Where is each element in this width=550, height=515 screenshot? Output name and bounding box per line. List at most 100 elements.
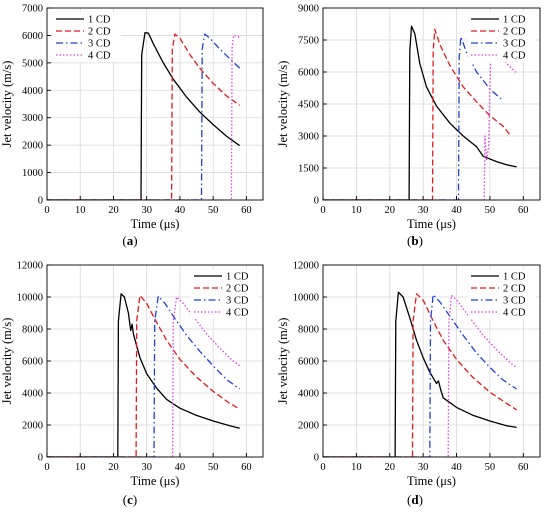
x-tick-label: 40 — [451, 205, 462, 216]
y-tick-label: 10000 — [293, 293, 319, 304]
panel-caption: (b) — [407, 233, 423, 248]
y-tick-label: 0 — [38, 453, 43, 464]
x-axis-label: Time (μs) — [131, 474, 180, 488]
legend-label-1: 1 CD — [88, 15, 111, 26]
y-tick-label: 12000 — [293, 261, 319, 272]
series-line-4 — [47, 34, 241, 200]
y-tick-label: 4500 — [298, 100, 319, 111]
legend-label-4: 4 CD — [503, 51, 526, 62]
x-axis-label: Time (μs) — [407, 474, 456, 488]
y-axis-label: Jet velocity (m/s) — [0, 318, 14, 405]
x-tick-label: 30 — [141, 205, 152, 216]
y-tick-label: 3000 — [22, 113, 43, 124]
x-tick-label: 60 — [241, 205, 252, 216]
y-tick-label: 4000 — [22, 389, 43, 400]
y-tick-label: 1000 — [22, 168, 43, 179]
x-tick-label: 50 — [208, 462, 219, 473]
legend-label-3: 3 CD — [226, 296, 249, 307]
x-axis-label: Time (μs) — [131, 217, 180, 231]
legend-label-4: 4 CD — [503, 308, 526, 319]
y-tick-label: 12000 — [17, 261, 43, 272]
x-tick-label: 10 — [351, 462, 362, 473]
legend-box — [468, 12, 536, 62]
y-tick-label: 0 — [38, 196, 43, 207]
x-tick-label: 30 — [141, 462, 152, 473]
x-tick-label: 40 — [451, 462, 462, 473]
y-tick-label: 8000 — [298, 325, 319, 336]
x-tick-label: 20 — [385, 205, 396, 216]
x-tick-label: 40 — [175, 205, 186, 216]
x-tick-label: 0 — [44, 462, 49, 473]
axes-frame — [46, 7, 264, 201]
series-line-2 — [47, 33, 241, 200]
legend: 1 CD2 CD3 CD4 CD — [468, 12, 536, 62]
y-tick-label: 6000 — [298, 68, 319, 79]
y-tick-label: 3000 — [298, 132, 319, 143]
x-tick-label: 30 — [418, 462, 429, 473]
legend-label-4: 4 CD — [226, 308, 249, 319]
y-tick-label: 0 — [314, 453, 319, 464]
series-line-1 — [323, 291, 517, 457]
series-line-3 — [323, 36, 504, 200]
x-tick-label: 20 — [108, 462, 119, 473]
x-tick-label: 10 — [351, 205, 362, 216]
y-tick-label: 1500 — [298, 164, 319, 175]
y-tick-label: 2000 — [298, 421, 319, 432]
x-tick-label: 50 — [208, 205, 219, 216]
panel-caption-letter: c — [127, 492, 133, 507]
chart-panel-a: 0 10 20 30 40 50 60 0 1000 2000 3000 4000 5000 6000 70… — [0, 4, 264, 248]
x-tick-label: 0 — [320, 205, 325, 216]
y-axis-label: Jet velocity (m/s) — [276, 318, 290, 405]
panel-caption-letter: d — [411, 492, 419, 507]
x-tick-label: 30 — [418, 205, 429, 216]
y-tick-label: 10000 — [17, 293, 43, 304]
legend-label-3: 3 CD — [88, 39, 111, 50]
series-line-1 — [47, 32, 241, 200]
series-line-4 — [47, 296, 241, 457]
legend-label-4: 4 CD — [88, 51, 111, 62]
legend-label-1: 1 CD — [503, 15, 526, 26]
chart-panel-b: 0 10 20 30 40 50 60 0 1500 3000 4500 6000 7500 9000 Ti… — [276, 4, 541, 248]
y-tick-label: 6000 — [22, 357, 43, 368]
x-tick-label: 20 — [385, 462, 396, 473]
x-tick-label: 60 — [518, 462, 529, 473]
y-tick-label: 5000 — [22, 58, 43, 69]
y-tick-label: 7000 — [22, 4, 43, 15]
legend: 1 CD2 CD3 CD4 CD — [468, 269, 536, 319]
series-line-3 — [47, 295, 241, 457]
legend-label-3: 3 CD — [503, 39, 526, 50]
y-tick-label: 4000 — [22, 86, 43, 97]
series-line-1 — [323, 25, 517, 200]
series-line-4 — [323, 294, 517, 457]
panel-caption: (a) — [122, 233, 137, 248]
panel-caption: (c) — [123, 492, 137, 507]
y-tick-label: 4000 — [298, 389, 319, 400]
legend-label-1: 1 CD — [503, 272, 526, 283]
chart-panel-c: 0 10 20 30 40 50 60 0 2000 4000 6000 8000 10000 12000… — [0, 261, 264, 507]
x-axis-label: Time (μs) — [407, 217, 456, 231]
series-line-2 — [323, 293, 517, 457]
legend-label-1: 1 CD — [226, 272, 249, 283]
series-line-2 — [47, 294, 241, 457]
y-axis-label: Jet velocity (m/s) — [0, 61, 14, 148]
series-line-2 — [323, 28, 511, 200]
x-tick-label: 0 — [44, 205, 49, 216]
legend: 1 CD2 CD3 CD4 CD — [53, 12, 121, 62]
x-tick-label: 40 — [175, 462, 186, 473]
x-tick-label: 0 — [320, 462, 325, 473]
series-line-3 — [47, 33, 241, 200]
y-tick-label: 2000 — [22, 141, 43, 152]
x-tick-label: 60 — [518, 205, 529, 216]
y-tick-label: 2000 — [22, 421, 43, 432]
x-tick-label: 50 — [485, 205, 496, 216]
legend-label-2: 2 CD — [226, 284, 249, 295]
x-tick-label: 20 — [108, 205, 119, 216]
legend-label-2: 2 CD — [503, 27, 526, 38]
y-tick-label: 6000 — [298, 357, 319, 368]
legend: 1 CD2 CD3 CD4 CD — [191, 269, 259, 319]
x-tick-label: 10 — [75, 462, 86, 473]
x-tick-label: 10 — [75, 205, 86, 216]
y-tick-label: 7500 — [298, 36, 319, 47]
legend-box — [191, 269, 259, 319]
